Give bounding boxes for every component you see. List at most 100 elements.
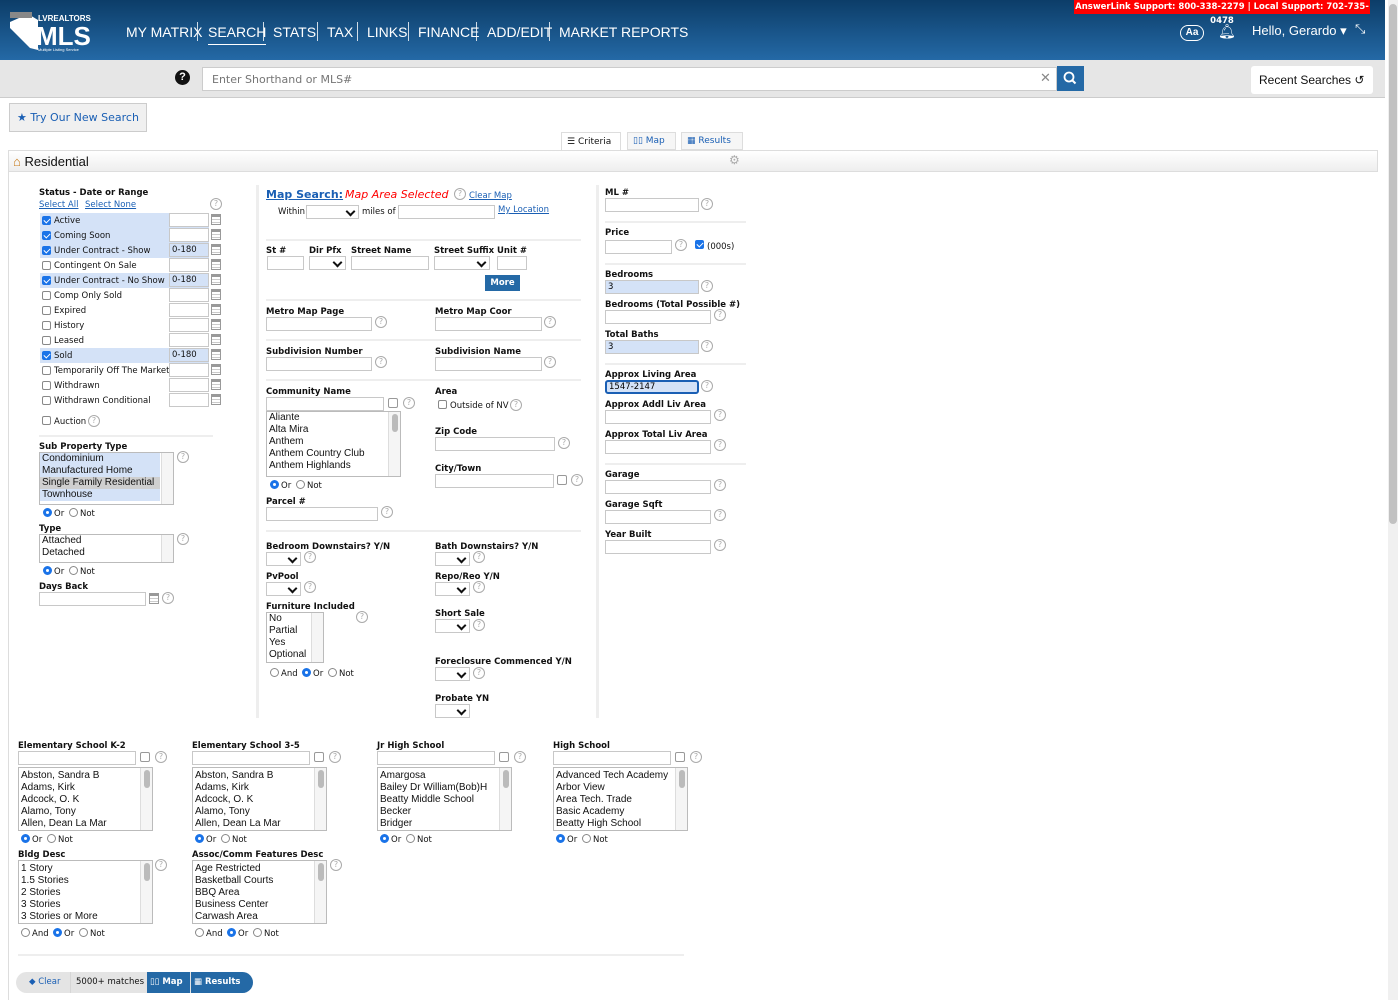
- status-range-input[interactable]: [169, 303, 209, 317]
- status-range-input[interactable]: [169, 378, 209, 392]
- status-range-input[interactable]: [169, 363, 209, 377]
- nav-add-edit[interactable]: ADD/EDIT: [487, 24, 553, 40]
- calendar-icon[interactable]: [211, 274, 221, 285]
- list-option[interactable]: Anthem Country Club: [269, 448, 365, 459]
- listbox-scrollbar[interactable]: [140, 861, 152, 923]
- list-option[interactable]: Arbor View: [556, 782, 605, 793]
- parcel-input[interactable]: [266, 507, 378, 521]
- outside-nv-checkbox[interactable]: [438, 400, 447, 409]
- list-option[interactable]: Anthem: [269, 436, 304, 447]
- help-icon[interactable]: ?: [714, 539, 726, 551]
- list-option[interactable]: Allen, Dean La Mar: [21, 818, 107, 829]
- radio-not[interactable]: [69, 508, 78, 517]
- help-icon[interactable]: ?: [473, 551, 485, 563]
- living-area-input[interactable]: [605, 380, 699, 394]
- furniture-included-listbox[interactable]: No Partial Yes Optional: [266, 612, 324, 663]
- nav-my-matrix[interactable]: MY MATRIX: [126, 24, 203, 40]
- addl-living-area-input[interactable]: [605, 410, 711, 424]
- help-icon[interactable]: ?: [701, 198, 713, 210]
- list-option[interactable]: Alamo, Tony: [21, 806, 76, 817]
- try-new-search-button[interactable]: ★ Try Our New Search: [9, 103, 147, 132]
- year-built-input[interactable]: [605, 540, 711, 554]
- help-icon[interactable]: ?: [544, 356, 556, 368]
- list-option[interactable]: Advanced Tech Academy: [556, 770, 669, 781]
- help-icon[interactable]: ?: [571, 474, 583, 486]
- radio-and[interactable]: [195, 928, 204, 937]
- list-option[interactable]: Carwash Area: [195, 911, 258, 922]
- list-option[interactable]: Townhouse: [40, 489, 160, 501]
- help-icon[interactable]: ?: [162, 592, 174, 604]
- thousands-checkbox[interactable]: [695, 240, 704, 249]
- nav-stats[interactable]: STATS: [273, 24, 317, 40]
- help-icon[interactable]: ?: [155, 751, 167, 763]
- school-listbox[interactable]: Advanced Tech Academy Arbor View Area Tech…: [553, 767, 688, 831]
- user-menu[interactable]: Hello, Gerardo ▾: [1252, 23, 1347, 38]
- list-option[interactable]: Basic Academy: [556, 806, 625, 817]
- help-icon[interactable]: ?: [304, 581, 316, 593]
- status-checkbox[interactable]: [42, 216, 51, 225]
- list-option[interactable]: Alamo, Tony: [195, 806, 250, 817]
- short-sale-select[interactable]: [435, 619, 470, 633]
- sub-property-type-listbox[interactable]: Condominium Manufactured Home Single Famil…: [39, 452, 174, 505]
- list-option[interactable]: Adams, Kirk: [21, 782, 75, 793]
- radio-and[interactable]: [270, 668, 279, 677]
- status-checkbox[interactable]: [42, 321, 51, 330]
- status-range-input[interactable]: [169, 333, 209, 347]
- list-option[interactable]: Abston, Sandra B: [21, 770, 100, 781]
- subdivision-name-input[interactable]: [435, 357, 542, 371]
- help-icon[interactable]: ?: [510, 399, 522, 411]
- collapse-icon[interactable]: ⤡: [1355, 22, 1366, 37]
- map-button[interactable]: ▯▯ Map: [147, 972, 190, 993]
- copy-icon[interactable]: [388, 398, 398, 408]
- listbox-scrollbar[interactable]: [140, 768, 152, 830]
- bedroom-downstairs-select[interactable]: [266, 552, 301, 566]
- listbox-scrollbar[interactable]: [499, 768, 511, 830]
- clear-search-icon[interactable]: ✕: [1040, 71, 1051, 86]
- logo[interactable]: LVREALTORS MLS Multiple Listing Service: [8, 12, 100, 52]
- total-living-area-input[interactable]: [605, 440, 711, 454]
- list-option[interactable]: Amargosa: [380, 770, 426, 781]
- radio-not[interactable]: [79, 928, 88, 937]
- copy-icon[interactable]: [557, 475, 567, 485]
- nav-search[interactable]: SEARCH: [208, 24, 267, 45]
- calendar-icon[interactable]: [211, 229, 221, 240]
- metro-map-page-input[interactable]: [266, 317, 372, 331]
- list-option[interactable]: Anthem Highlands: [269, 460, 351, 471]
- help-icon[interactable]: ?: [473, 581, 485, 593]
- pvpool-select[interactable]: [266, 582, 301, 596]
- listbox-scrollbar[interactable]: [314, 768, 326, 830]
- location-input[interactable]: [398, 205, 495, 219]
- status-range-input[interactable]: [169, 288, 209, 302]
- help-icon[interactable]: ?: [714, 479, 726, 491]
- clear-button[interactable]: ◆ Clear: [16, 972, 70, 993]
- help-icon[interactable]: ?: [155, 859, 167, 871]
- calendar-icon[interactable]: [211, 334, 221, 345]
- list-option[interactable]: Abston, Sandra B: [195, 770, 274, 781]
- school-filter-input[interactable]: [377, 751, 495, 765]
- list-option[interactable]: 1.5 Stories: [21, 875, 69, 886]
- help-icon[interactable]: ?: [381, 506, 393, 518]
- status-checkbox[interactable]: [42, 306, 51, 315]
- status-checkbox[interactable]: [42, 291, 51, 300]
- status-checkbox[interactable]: [42, 396, 51, 405]
- recent-searches-button[interactable]: Recent Searches ↺: [1251, 66, 1373, 94]
- radio-or[interactable]: [53, 928, 62, 937]
- list-option[interactable]: 3 Stories or More: [21, 911, 98, 922]
- calendar-icon[interactable]: [211, 379, 221, 390]
- calendar-icon[interactable]: [211, 394, 221, 405]
- auction-checkbox[interactable]: [42, 416, 51, 425]
- bedrooms-input[interactable]: [605, 280, 699, 294]
- search-button[interactable]: [1057, 66, 1084, 91]
- probate-select[interactable]: [435, 704, 470, 718]
- my-location-link[interactable]: My Location: [498, 205, 550, 215]
- help-icon[interactable]: ?: [558, 437, 570, 449]
- metro-map-coor-input[interactable]: [435, 317, 542, 331]
- radio-or[interactable]: [227, 928, 236, 937]
- status-checkbox[interactable]: [42, 276, 51, 285]
- list-option[interactable]: Partial: [269, 625, 298, 636]
- days-back-input[interactable]: [39, 592, 146, 606]
- list-option[interactable]: Area Tech. Trade: [556, 794, 632, 805]
- listbox-scrollbar[interactable]: [161, 535, 173, 562]
- tab-map[interactable]: ▯▯ Map: [627, 132, 676, 150]
